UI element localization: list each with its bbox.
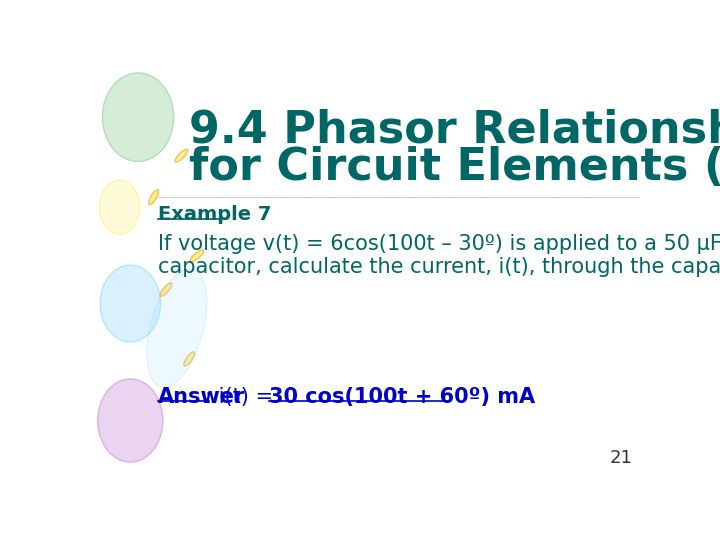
Text: Example 7: Example 7 <box>158 205 271 224</box>
Text: Answer: Answer <box>158 387 246 407</box>
Text: for Circuit Elements (3): for Circuit Elements (3) <box>189 146 720 188</box>
Ellipse shape <box>99 180 140 234</box>
Text: 21: 21 <box>610 449 632 467</box>
Ellipse shape <box>160 283 172 296</box>
Text: : i(t) =: : i(t) = <box>205 387 280 407</box>
Text: If voltage v(t) = 6cos(100t – 30º) is applied to a 50 μF: If voltage v(t) = 6cos(100t – 30º) is ap… <box>158 234 720 254</box>
Ellipse shape <box>149 190 158 205</box>
Text: 9.4 Phasor Relationships: 9.4 Phasor Relationships <box>189 110 720 152</box>
Ellipse shape <box>184 352 194 366</box>
Ellipse shape <box>175 150 188 162</box>
Text: 30 cos(100t + 60º) mA: 30 cos(100t + 60º) mA <box>269 387 535 407</box>
Ellipse shape <box>100 265 161 342</box>
Text: capacitor, calculate the current, i(t), through the capacitor.: capacitor, calculate the current, i(t), … <box>158 257 720 278</box>
Ellipse shape <box>190 250 204 261</box>
Ellipse shape <box>98 379 163 462</box>
Ellipse shape <box>147 269 207 387</box>
Ellipse shape <box>102 73 174 161</box>
